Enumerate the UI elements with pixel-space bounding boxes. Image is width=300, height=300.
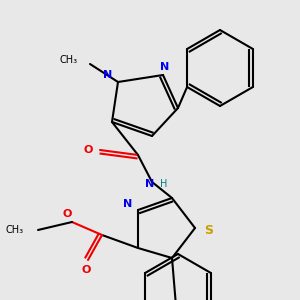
- Text: CH₃: CH₃: [6, 225, 24, 235]
- Text: N: N: [123, 199, 133, 209]
- Text: N: N: [160, 62, 169, 72]
- Text: O: O: [83, 145, 93, 155]
- Text: CH₃: CH₃: [60, 55, 78, 65]
- Text: N: N: [146, 179, 154, 189]
- Text: H: H: [160, 179, 168, 189]
- Text: O: O: [62, 209, 72, 219]
- Text: N: N: [103, 70, 112, 80]
- Text: O: O: [81, 265, 91, 275]
- Text: S: S: [205, 224, 214, 236]
